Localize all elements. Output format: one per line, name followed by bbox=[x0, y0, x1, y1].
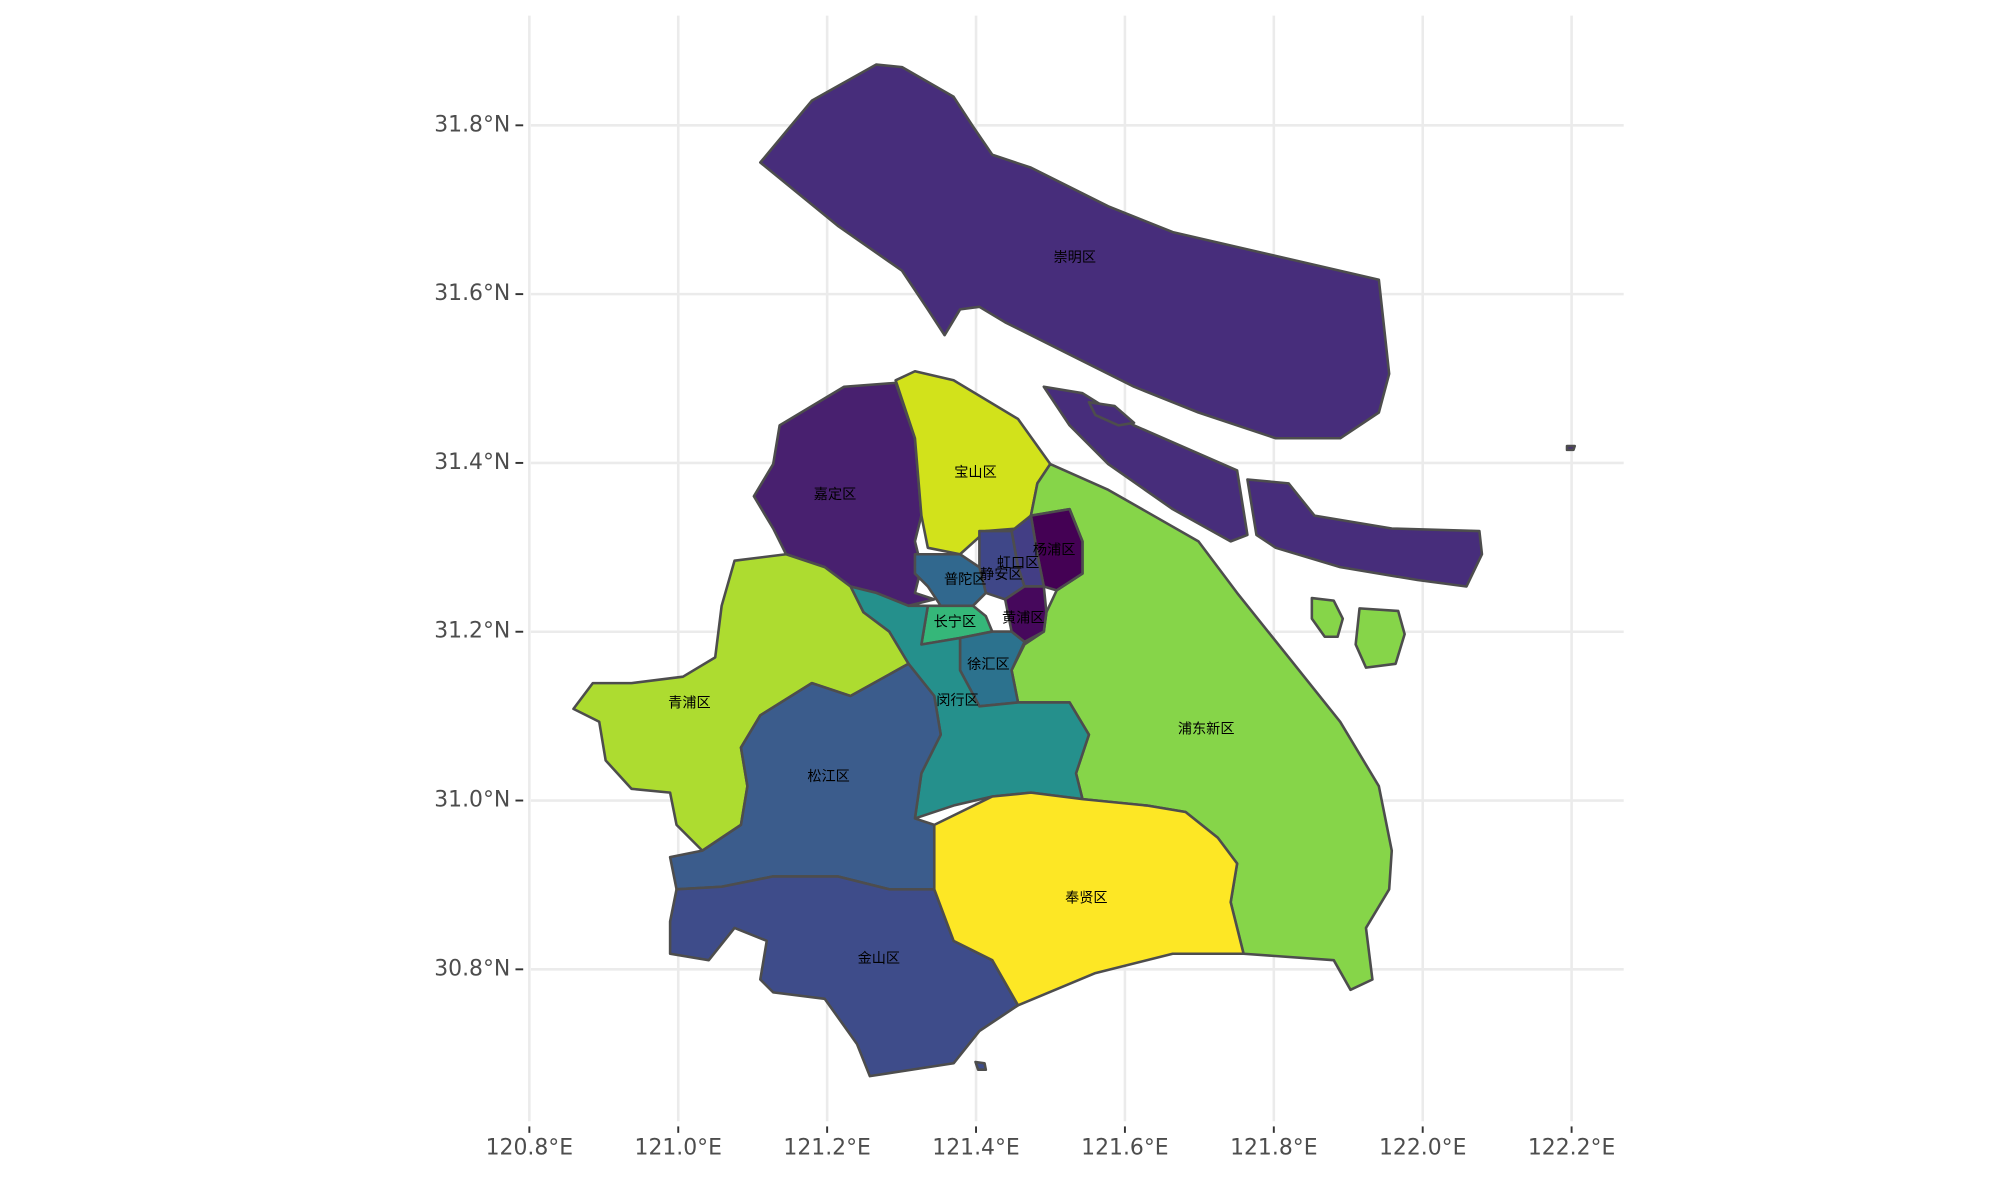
district bbox=[974, 1060, 988, 1072]
x-tick-label: 121.2°E bbox=[783, 1135, 870, 1160]
y-tick-label: 31.4°N bbox=[434, 450, 510, 475]
y-tick-label: 31.6°N bbox=[434, 281, 510, 306]
y-tick-label: 31.2°N bbox=[434, 619, 510, 644]
district-label: 普陀区 bbox=[944, 572, 986, 588]
district bbox=[1565, 444, 1577, 452]
district-label: 黄浦区 bbox=[1002, 610, 1044, 627]
district-label: 静安区 bbox=[980, 566, 1022, 583]
x-tick-label: 121.4°E bbox=[932, 1135, 1019, 1160]
x-tick-label: 121.8°E bbox=[1230, 1135, 1317, 1160]
x-tick-label: 121.6°E bbox=[1081, 1135, 1168, 1160]
district-label: 宝山区 bbox=[954, 465, 996, 481]
y-tick-label: 30.8°N bbox=[434, 956, 510, 981]
district bbox=[1087, 400, 1136, 427]
x-tick-label: 121.0°E bbox=[635, 1135, 722, 1160]
district-label: 徐汇区 bbox=[967, 657, 1009, 673]
district bbox=[759, 63, 1391, 440]
district-label: 崇明区 bbox=[1054, 250, 1096, 266]
axes: 120.8°E 121.0°E 121.2°E 121.4°E 121.6°E 121.8… bbox=[434, 112, 1615, 1160]
x-tick-label: 122.0°E bbox=[1379, 1135, 1466, 1160]
district bbox=[1246, 478, 1484, 588]
y-tick-label: 31.0°N bbox=[434, 788, 510, 813]
district-label: 浦东新区 bbox=[1178, 722, 1235, 738]
district bbox=[1354, 607, 1406, 669]
x-tick-label: 120.8°E bbox=[486, 1135, 573, 1160]
y-tick-label: 31.8°N bbox=[434, 112, 510, 137]
district bbox=[932, 791, 1245, 1007]
district-label: 松江区 bbox=[807, 769, 849, 785]
district-label: 嘉定区 bbox=[814, 487, 856, 503]
x-tick-label: 122.2°E bbox=[1528, 1135, 1615, 1160]
district-label: 青浦区 bbox=[668, 696, 710, 712]
district bbox=[1310, 596, 1345, 639]
regions bbox=[572, 63, 1577, 1078]
district-label: 虹口区 bbox=[997, 555, 1039, 571]
district-label: 奉贤区 bbox=[1065, 890, 1107, 906]
district-label: 金山区 bbox=[858, 951, 900, 967]
district-label: 长宁区 bbox=[934, 614, 976, 631]
district-label: 闵行区 bbox=[936, 693, 978, 709]
district bbox=[668, 875, 1020, 1078]
district-label: 杨浦区 bbox=[1033, 542, 1075, 558]
